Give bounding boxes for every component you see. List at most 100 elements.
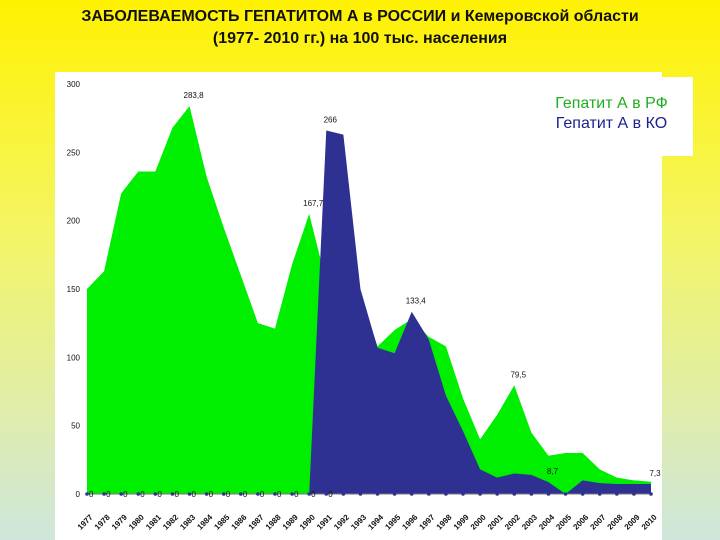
legend-item-rf: Гепатит А в РФ <box>555 95 668 112</box>
x-tick-label: 2003 <box>520 512 539 531</box>
baseline-point <box>495 492 499 496</box>
chart-title: ЗАБОЛЕВАЕМОСТЬ ГЕПАТИТОМ А в РОССИИ и Ке… <box>0 6 720 50</box>
x-tick-label: 1977 <box>76 512 95 531</box>
baseline-point <box>290 492 294 496</box>
x-tick-label: 1992 <box>332 512 351 531</box>
baseline-point <box>256 492 260 496</box>
area-series-ko <box>87 130 651 494</box>
y-tick-label: 200 <box>67 217 81 226</box>
y-tick-label: 250 <box>67 148 81 157</box>
x-tick-label: 2006 <box>571 512 590 531</box>
data-label: 283,8 <box>184 91 205 100</box>
zero-value-label: 0 <box>89 490 94 499</box>
baseline-point <box>632 492 636 496</box>
x-tick-label: 2008 <box>606 512 625 531</box>
zero-value-label: 0 <box>243 490 248 499</box>
x-tick-label: 1993 <box>349 512 368 531</box>
zero-value-label: 0 <box>106 490 111 499</box>
zero-value-label: 0 <box>140 490 145 499</box>
zero-value-label: 0 <box>157 490 162 499</box>
baseline-point <box>563 492 568 496</box>
zero-value-label: 0 <box>311 490 316 499</box>
x-tick-label: 1991 <box>315 512 334 531</box>
y-tick-label: 0 <box>76 490 81 499</box>
baseline-point <box>427 492 431 496</box>
baseline-point <box>358 492 363 496</box>
baseline-point <box>187 492 192 496</box>
y-tick-label: 100 <box>67 353 81 362</box>
baseline-point <box>597 492 602 496</box>
x-tick-label: 2005 <box>554 512 573 531</box>
x-tick-label: 1996 <box>400 512 419 531</box>
x-tick-label: 1988 <box>264 512 283 531</box>
x-tick-label: 2002 <box>503 512 522 531</box>
x-tick-label: 1997 <box>418 512 437 531</box>
x-tick-label: 1994 <box>366 512 385 531</box>
data-label: 8,7 <box>547 467 559 476</box>
baseline-point <box>273 492 277 496</box>
legend-item-ko: Гепатит А в КО <box>555 115 668 132</box>
baseline-point <box>512 492 517 496</box>
x-tick-label: 1985 <box>212 512 231 531</box>
zero-value-label: 0 <box>294 490 299 499</box>
baseline-point <box>649 492 653 496</box>
x-tick-label: 2000 <box>469 512 488 531</box>
baseline-point <box>324 492 329 496</box>
area-series-rf <box>87 106 651 494</box>
baseline-point <box>341 492 346 496</box>
legend: Гепатит А в РФ Гепатит А в КО <box>530 77 693 156</box>
baseline-point <box>102 492 106 496</box>
x-tick-label: 1990 <box>298 512 317 531</box>
baseline-point <box>307 492 311 496</box>
baseline-point <box>478 492 482 496</box>
baseline-point <box>170 492 175 496</box>
baseline-point <box>546 492 551 496</box>
x-tick-label: 2004 <box>537 512 556 531</box>
baseline-point <box>204 492 209 496</box>
baseline-point <box>615 492 619 496</box>
title-line-1: ЗАБОЛЕВАЕМОСТЬ ГЕПАТИТОМ А в РОССИИ и Ке… <box>81 8 639 25</box>
zero-value-label: 0 <box>192 490 197 499</box>
y-tick-label: 300 <box>67 80 81 89</box>
x-tick-label: 1986 <box>230 512 249 531</box>
zero-value-label: 0 <box>260 490 265 499</box>
x-tick-label: 2001 <box>486 512 505 531</box>
baseline-point <box>153 492 158 496</box>
baseline-point <box>136 492 141 496</box>
data-label: 79,5 <box>510 370 526 379</box>
x-tick-label: 1979 <box>110 512 129 531</box>
x-tick-label: 2009 <box>623 512 642 531</box>
x-tick-label: 1984 <box>195 512 214 531</box>
zero-value-label: 0 <box>174 490 179 499</box>
baseline-point <box>375 492 380 496</box>
x-tick-label: 2010 <box>640 512 659 531</box>
baseline-point <box>529 492 534 496</box>
baseline-point <box>461 492 465 496</box>
y-tick-label: 150 <box>67 285 81 294</box>
zero-value-label: 0 <box>277 490 282 499</box>
baseline-point <box>85 492 89 496</box>
baseline-point <box>221 492 226 496</box>
zero-value-label: 0 <box>123 490 128 499</box>
x-tick-label: 1989 <box>281 512 300 531</box>
data-label: 133,4 <box>406 297 427 306</box>
x-tick-label: 2007 <box>588 512 607 531</box>
data-label: 167,7 <box>303 199 324 208</box>
baseline-point <box>119 492 123 496</box>
title-line-2: (1977- 2010 гг.) на 100 тыс. населения <box>212 30 508 47</box>
zero-value-label: 0 <box>328 490 333 499</box>
zero-value-label: 0 <box>209 490 214 499</box>
x-tick-label: 1998 <box>435 512 454 531</box>
x-tick-label: 1978 <box>93 512 112 531</box>
x-tick-label: 1995 <box>383 512 402 531</box>
baseline-point <box>392 492 397 496</box>
x-tick-label: 1987 <box>247 512 266 531</box>
baseline-point <box>239 492 243 496</box>
baseline-point <box>444 492 448 496</box>
x-tick-label: 1983 <box>178 512 197 531</box>
y-tick-label: 50 <box>71 422 80 431</box>
x-tick-label: 1980 <box>127 512 146 531</box>
zero-value-label: 0 <box>226 490 231 499</box>
baseline-point <box>580 492 585 496</box>
